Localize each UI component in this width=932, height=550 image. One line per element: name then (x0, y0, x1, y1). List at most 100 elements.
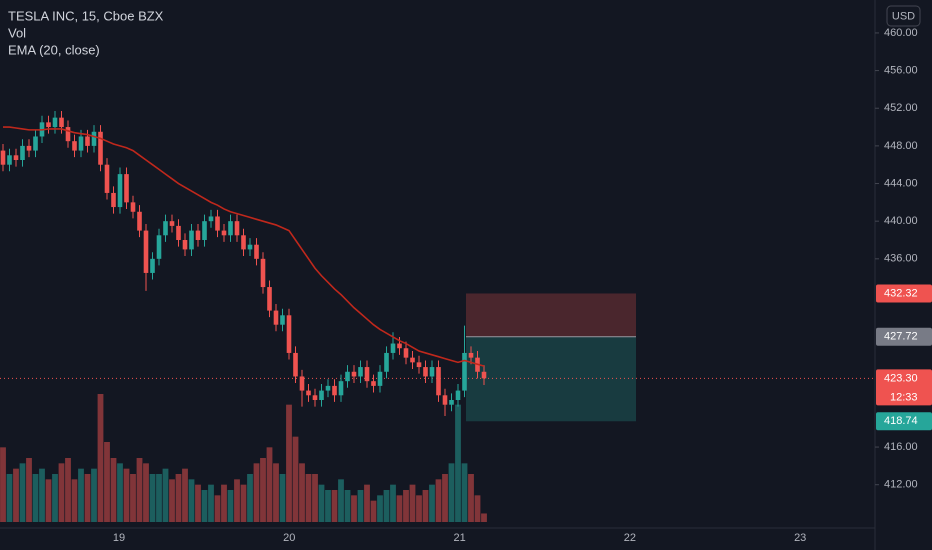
axes: 460.00 456.00 452.00 448.00 444.00 440.00 436.… (113, 27, 932, 544)
candle-body (267, 287, 272, 311)
candle-body (26, 145, 32, 151)
currency-button[interactable] (886, 5, 921, 27)
candle-body (286, 315, 292, 353)
candle-body (436, 367, 441, 396)
volume-bar (461, 463, 468, 522)
volume-bar (338, 479, 344, 522)
candle-body (468, 352, 474, 358)
indicator-label: EMA (20, close) (8, 42, 100, 57)
volume-bar (240, 484, 247, 522)
candle-body (254, 244, 259, 259)
volume-bar (383, 490, 390, 522)
candle-body (260, 258, 266, 288)
candle-body (33, 136, 38, 151)
volume-bar (448, 463, 455, 522)
target-label: 418.74 (884, 415, 918, 427)
candle-body (195, 230, 201, 240)
volume-bar (39, 468, 45, 522)
volume-bar (396, 495, 403, 522)
candle-body (442, 395, 448, 405)
candle-body (416, 362, 422, 368)
candle-body (143, 230, 149, 273)
volume-bar (162, 468, 169, 522)
volume-bar (299, 463, 305, 522)
x-tick-label: 20 (283, 532, 295, 544)
volume-bar (409, 484, 416, 522)
candle-body (384, 352, 389, 372)
volume-bar (45, 479, 52, 522)
volume-bar (344, 490, 351, 522)
candle-body (358, 367, 363, 377)
volume-bar (305, 474, 312, 522)
stop-zone (466, 293, 636, 337)
volume-bar (123, 468, 130, 522)
volume-bar (0, 447, 6, 522)
candle-body (364, 367, 370, 382)
y-tick-label: 460.00 (884, 27, 918, 39)
volume-bar (279, 474, 286, 522)
candle-body (182, 240, 188, 250)
position-tool (0, 293, 875, 422)
y-tick-label: 444.00 (884, 177, 918, 189)
volume-bar (110, 458, 117, 522)
volume-bar (195, 484, 201, 522)
candle-body (150, 258, 155, 273)
volume-bar (390, 484, 396, 522)
candle-body (371, 381, 376, 386)
candle-body (117, 174, 123, 208)
volume-bar (175, 474, 182, 522)
candle-body (397, 343, 402, 349)
candle-body (299, 376, 305, 391)
volume-bar (234, 479, 240, 522)
currency-label[interactable]: USD (892, 10, 915, 22)
volume-bar (351, 495, 357, 522)
candle-body (319, 390, 324, 400)
volume-bar (201, 490, 208, 522)
candle-body (91, 131, 97, 146)
candle-body (410, 357, 415, 363)
volume-bar (156, 474, 162, 522)
volume-bar (26, 458, 32, 522)
volume-bar (117, 463, 123, 522)
candle-body (332, 385, 337, 396)
candle-body (13, 155, 19, 160)
volume-pane (0, 394, 487, 522)
candle-body (156, 235, 162, 259)
entry-label-box (876, 327, 932, 346)
x-tick-label: 21 (453, 532, 465, 544)
candle-body (462, 352, 467, 391)
volume-bar (136, 458, 143, 522)
volume-bar (143, 463, 149, 522)
candle-body (85, 136, 90, 146)
last-price-box (876, 369, 932, 406)
volume-bar (442, 474, 448, 522)
y-tick-label: 436.00 (884, 253, 918, 265)
volume-bar (84, 474, 91, 522)
volume-bar (429, 484, 435, 522)
candle-body (280, 315, 285, 325)
candle-body (130, 202, 136, 212)
candle-body (0, 150, 6, 165)
candle-body (351, 371, 357, 377)
volume-bar (312, 474, 318, 522)
volume-bar (266, 447, 273, 522)
volume-bar (91, 468, 97, 522)
volume-bar (32, 474, 39, 522)
candle-body (481, 371, 487, 379)
volume-bar (13, 468, 19, 522)
stop-label-box (876, 284, 932, 303)
candle-body (241, 235, 246, 250)
candle-body (176, 225, 181, 240)
y-tick-label: 416.00 (884, 441, 918, 453)
candle-body (403, 348, 409, 358)
x-tick-label: 19 (113, 532, 125, 544)
volume-bar (370, 500, 377, 522)
volume-bar (481, 513, 487, 522)
y-tick-label: 456.00 (884, 64, 918, 76)
candle-body (202, 221, 207, 240)
candle-body (59, 117, 64, 128)
target-label-box (876, 412, 932, 431)
volume-bar (214, 495, 221, 522)
volume-bar (208, 484, 214, 522)
